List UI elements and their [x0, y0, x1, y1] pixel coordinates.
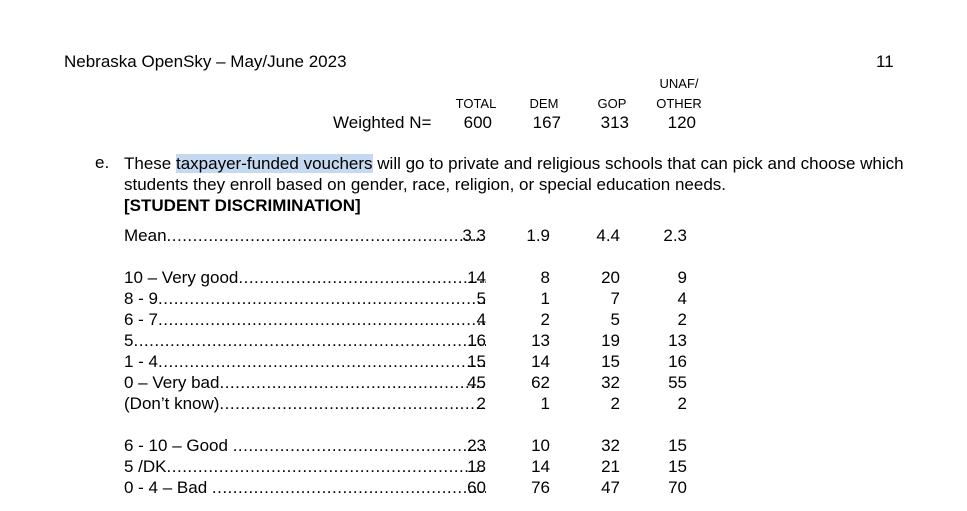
- row-label: 0 – Very bad............................…: [124, 373, 486, 393]
- row-label: 10 – Very good..........................…: [124, 268, 486, 288]
- cell-total: 3.3: [462, 226, 486, 245]
- cell-dem: 2: [540, 310, 550, 329]
- cell-total: 15: [467, 352, 486, 371]
- row-label-text: 10 – Very good: [124, 268, 239, 287]
- column-header-unaf-line2: OTHER: [656, 96, 702, 111]
- weighted-n-label: Weighted N=: [333, 113, 432, 132]
- weighted-n-total: 600: [463, 113, 492, 132]
- cell-total: 5: [476, 289, 486, 308]
- cell-total: 18: [467, 457, 486, 476]
- cell-total: 14: [467, 268, 486, 287]
- cell-dem: 13: [531, 331, 550, 350]
- column-header-gop: GOP: [597, 96, 627, 111]
- row-label-text: 5 /DK: [124, 457, 167, 476]
- cell-unaf: 15: [668, 436, 687, 455]
- row-label: Mean....................................…: [124, 226, 486, 246]
- cell-gop: 7: [610, 289, 620, 308]
- cell-gop: 4.4: [596, 226, 620, 245]
- document-header-title: Nebraska OpenSky – May/June 2023: [64, 52, 347, 71]
- cell-gop: 5: [610, 310, 620, 329]
- cell-dem: 62: [531, 373, 550, 392]
- cell-total: 4: [476, 310, 486, 329]
- cell-gop: 20: [601, 268, 620, 287]
- cell-unaf: 4: [677, 289, 687, 308]
- row-label-text: 6 - 7: [124, 310, 159, 329]
- dot-leader: ........................................…: [232, 436, 486, 455]
- cell-unaf: 13: [668, 331, 687, 350]
- cell-gop: 21: [601, 457, 620, 476]
- dot-leader: ........................................…: [158, 310, 486, 329]
- question-tag: [STUDENT DISCRIMINATION]: [124, 196, 361, 215]
- row-label: 8 - 9...................................…: [124, 289, 486, 309]
- cell-total: 2: [476, 394, 486, 413]
- cell-dem: 1.9: [526, 226, 550, 245]
- dot-leader: ........................................…: [166, 457, 486, 476]
- row-label-text: 8 - 9: [124, 289, 159, 308]
- row-label: 6 - 10 – Good ..........................…: [124, 436, 486, 456]
- dot-leader: ........................................…: [133, 331, 486, 350]
- cell-gop: 32: [601, 436, 620, 455]
- weighted-n-unaf: 120: [667, 113, 696, 132]
- column-header-dem: DEM: [529, 96, 559, 111]
- row-label-text: (Don’t know): [124, 394, 220, 413]
- cell-dem: 8: [540, 268, 550, 287]
- row-label-text: 5: [124, 331, 134, 350]
- row-label: 5 /DK...................................…: [124, 457, 486, 477]
- cell-total: 16: [467, 331, 486, 350]
- cell-unaf: 2.3: [663, 226, 687, 245]
- cell-total: 23: [467, 436, 486, 455]
- cell-unaf: 55: [668, 373, 687, 392]
- cell-gop: 47: [601, 478, 620, 497]
- cell-gop: 32: [601, 373, 620, 392]
- column-header-total: TOTAL: [455, 96, 497, 111]
- cell-gop: 2: [610, 394, 620, 413]
- question-letter: e.: [95, 153, 110, 172]
- weighted-n-dem: 167: [532, 113, 561, 132]
- row-label-text: 1 - 4: [124, 352, 159, 371]
- row-label-text: 0 – Very bad: [124, 373, 220, 392]
- cell-dem: 1: [540, 289, 550, 308]
- column-header-unaf-line1: UNAF/: [659, 76, 699, 91]
- dot-leader: ........................................…: [158, 289, 486, 308]
- weighted-n-gop: 313: [600, 113, 629, 132]
- row-label: 5.......................................…: [124, 331, 486, 351]
- cell-gop: 15: [601, 352, 620, 371]
- cell-dem: 14: [531, 352, 550, 371]
- cell-dem: 14: [531, 457, 550, 476]
- row-label: 1 - 4...................................…: [124, 352, 486, 372]
- cell-unaf: 2: [677, 394, 687, 413]
- cell-gop: 19: [601, 331, 620, 350]
- row-label: 0 - 4 – Bad ............................…: [124, 478, 486, 498]
- cell-dem: 1: [540, 394, 550, 413]
- row-label-text: Mean: [124, 226, 167, 245]
- dot-leader: ........................................…: [158, 352, 486, 371]
- cell-total: 60: [467, 478, 486, 497]
- highlighted-text[interactable]: taxpayer-funded vouchers: [175, 154, 373, 173]
- row-label: 6 - 7...................................…: [124, 310, 486, 330]
- cell-dem: 10: [531, 436, 550, 455]
- cell-unaf: 15: [668, 457, 687, 476]
- page-number: 11: [876, 52, 894, 71]
- cell-unaf: 2: [677, 310, 687, 329]
- question-text: These taxpayer-funded vouchers will go t…: [124, 153, 904, 216]
- row-label-text: 6 - 10 – Good: [124, 436, 233, 455]
- cell-dem: 76: [531, 478, 550, 497]
- question-text-rest: will go to private and religious schools…: [124, 154, 904, 194]
- question-text-start: These: [124, 154, 176, 173]
- dot-leader: ........................................…: [238, 268, 486, 287]
- cell-unaf: 9: [677, 268, 687, 287]
- cell-unaf: 70: [668, 478, 687, 497]
- dot-leader: ........................................…: [219, 373, 486, 392]
- dot-leader: ........................................…: [211, 478, 486, 497]
- dot-leader: ........................................…: [166, 226, 486, 245]
- row-label-text: 0 - 4 – Bad: [124, 478, 212, 497]
- cell-total: 45: [467, 373, 486, 392]
- cell-unaf: 16: [668, 352, 687, 371]
- row-label: (Don’t know)............................…: [124, 394, 486, 414]
- dot-leader: ........................................…: [219, 394, 486, 413]
